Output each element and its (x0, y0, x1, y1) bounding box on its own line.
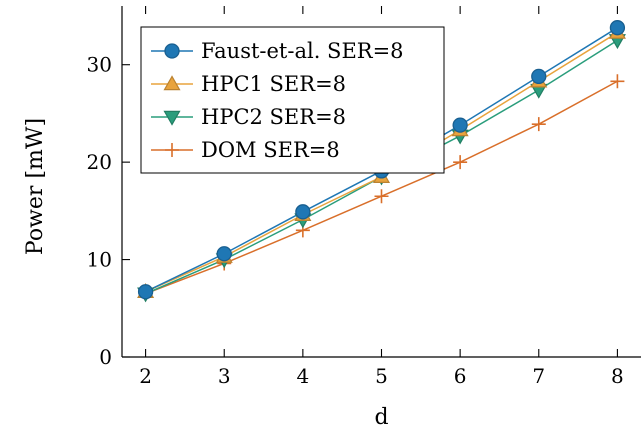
legend: Faust-et-al. SER=8 HPC1 SER=8 HPC2 SER=8 DO… (140, 26, 445, 174)
legend-label: DOM SER=8 (201, 138, 340, 162)
legend-marker (163, 110, 181, 126)
axes: 2 3 4 5 6 7 8 0 10 20 30 (87, 6, 641, 388)
x-tick-label: 8 (611, 364, 624, 388)
data-point (216, 246, 232, 262)
y-tick-label: 30 (87, 53, 112, 77)
data-point (453, 155, 468, 170)
y-tick-label: 10 (87, 248, 112, 272)
legend-label: HPC2 SER=8 (201, 105, 346, 129)
legend-label: HPC1 SER=8 (201, 72, 346, 96)
x-tick-label: 6 (454, 364, 467, 388)
x-tick-label: 7 (532, 364, 545, 388)
y-axis-label: Power [mW] (23, 118, 48, 255)
data-point (295, 204, 311, 220)
legend-label: Faust-et-al. SER=8 (201, 39, 404, 63)
x-tick-label: 5 (375, 364, 388, 388)
legend-marker (163, 75, 181, 91)
y-tick-label: 20 (87, 150, 112, 174)
x-tick-label: 3 (218, 364, 231, 388)
y-tick-label: 0 (99, 345, 112, 369)
legend-marker (165, 143, 179, 157)
data-point (374, 189, 389, 204)
data-point (452, 117, 468, 133)
x-tick-label: 2 (139, 364, 152, 388)
x-axis-label: d (374, 405, 388, 430)
data-point (531, 68, 547, 85)
data-point (609, 20, 626, 36)
x-tick-label: 4 (296, 364, 309, 388)
data-point (137, 284, 154, 300)
data-point (531, 117, 546, 132)
legend-marker (164, 43, 180, 59)
data-point (610, 74, 625, 89)
